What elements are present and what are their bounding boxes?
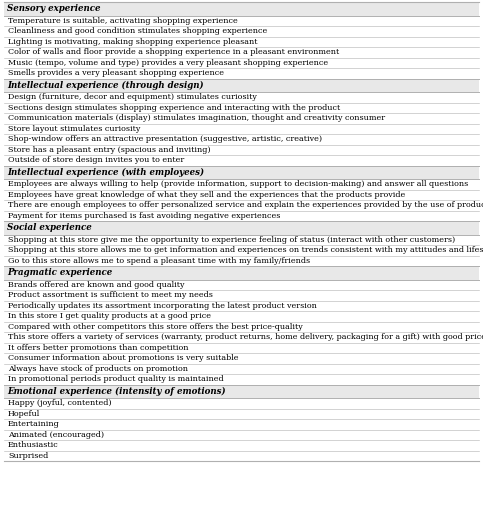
Bar [4,450,479,461]
Text: Payment for items purchased is fast avoiding negative experiences: Payment for items purchased is fast avoi… [8,212,280,220]
Bar [4,374,479,385]
Text: Hopeful: Hopeful [8,410,40,418]
Bar [4,322,479,332]
Text: This store offers a variety of services (warranty, product returns, home deliver: This store offers a variety of services … [8,333,483,341]
Bar [4,2,479,15]
Text: Design (furniture, decor and equipment) stimulates curiosity: Design (furniture, decor and equipment) … [8,93,257,101]
Bar [4,210,479,221]
Bar [4,200,479,210]
Text: In this store I get quality products at a good price: In this store I get quality products at … [8,312,211,320]
Bar [4,440,479,450]
Bar [4,398,479,408]
Bar [4,78,479,92]
Bar [4,15,479,26]
Bar [4,234,479,245]
Bar [4,47,479,57]
Text: Sensory experience: Sensory experience [7,4,100,13]
Text: Intellectual experience (through design): Intellectual experience (through design) [7,81,204,90]
Text: Lighting is motivating, making shopping experience pleasant: Lighting is motivating, making shopping … [8,38,257,46]
Text: Go to this store allows me to spend a pleasant time with my family/friends: Go to this store allows me to spend a pl… [8,256,310,265]
Text: Music (tempo, volume and type) provides a very pleasant shopping experience: Music (tempo, volume and type) provides … [8,59,328,67]
Text: Brands offered are known and good quality: Brands offered are known and good qualit… [8,281,185,289]
Text: Store layout stimulates curiosity: Store layout stimulates curiosity [8,125,141,133]
Text: It offers better promotions than competition: It offers better promotions than competi… [8,344,188,352]
Text: Outside of store design invites you to enter: Outside of store design invites you to e… [8,156,184,164]
Bar [4,429,479,440]
Text: Employees have great knowledge of what they sell and the experiences that the pr: Employees have great knowledge of what t… [8,191,405,199]
Bar [4,353,479,364]
Bar [4,364,479,374]
Text: Animated (encouraged): Animated (encouraged) [8,431,104,439]
Bar [4,343,479,353]
Text: Shopping at this store give me the opportunity to experience feeling of status (: Shopping at this store give me the oppor… [8,236,455,244]
Text: Employees are always willing to help (provide information, support to decision-m: Employees are always willing to help (pr… [8,180,468,188]
Bar [4,189,479,200]
Bar [4,103,479,113]
Bar [4,245,479,255]
Text: Consumer information about promotions is very suitable: Consumer information about promotions is… [8,354,239,362]
Bar [4,113,479,124]
Bar [4,385,479,398]
Text: Compared with other competitors this store offers the best price-quality: Compared with other competitors this sto… [8,323,303,331]
Bar [4,290,479,301]
Bar [4,36,479,47]
Text: Pragmatic experience: Pragmatic experience [7,268,112,277]
Bar [4,408,479,419]
Text: Temperature is suitable, activating shopping experience: Temperature is suitable, activating shop… [8,17,238,25]
Bar [4,266,479,280]
Bar [4,92,479,103]
Text: Entertaining: Entertaining [8,420,60,428]
Text: Shop-window offers an attractive presentation (suggestive, artistic, creative): Shop-window offers an attractive present… [8,135,322,143]
Text: Smells provides a very pleasant shopping experience: Smells provides a very pleasant shopping… [8,69,224,77]
Text: Store has a pleasant entry (spacious and inviting): Store has a pleasant entry (spacious and… [8,146,211,154]
Bar [4,280,479,290]
Text: In promotional periods product quality is maintained: In promotional periods product quality i… [8,375,224,383]
Bar [4,124,479,134]
Bar [4,155,479,166]
Text: Sections design stimulates shopping experience and interacting with the product: Sections design stimulates shopping expe… [8,104,340,112]
Bar [4,145,479,155]
Bar [4,221,479,234]
Text: Always have stock of products on promotion: Always have stock of products on promoti… [8,365,188,373]
Bar [4,26,479,36]
Bar [4,166,479,179]
Bar [4,332,479,343]
Bar [4,68,479,78]
Text: Surprised: Surprised [8,452,48,460]
Text: Cleanliness and good condition stimulates shopping experience: Cleanliness and good condition stimulate… [8,27,267,35]
Bar [4,419,479,429]
Text: Communication materials (display) stimulates imagination, thought and creativity: Communication materials (display) stimul… [8,114,385,122]
Text: Social experience: Social experience [7,223,92,232]
Text: Periodically updates its assortment incorporating the latest product version: Periodically updates its assortment inco… [8,302,317,310]
Text: Intellectual experience (with employees): Intellectual experience (with employees) [7,168,204,177]
Bar [4,179,479,189]
Text: Product assortment is sufficient to meet my needs: Product assortment is sufficient to meet… [8,291,213,299]
Text: Shopping at this store allows me to get information and experiences on trends co: Shopping at this store allows me to get … [8,246,483,254]
Bar [4,57,479,68]
Text: There are enough employees to offer personalized service and explain the experie: There are enough employees to offer pers… [8,201,483,209]
Text: Emotional experience (intensity of emotions): Emotional experience (intensity of emoti… [7,387,226,396]
Bar [4,255,479,266]
Text: Enthusiastic: Enthusiastic [8,441,59,449]
Bar [4,134,479,145]
Bar [4,311,479,322]
Text: Happy (joyful, contented): Happy (joyful, contented) [8,399,112,407]
Bar [4,301,479,311]
Text: Color of walls and floor provide a shopping experience in a pleasant environment: Color of walls and floor provide a shopp… [8,48,339,56]
